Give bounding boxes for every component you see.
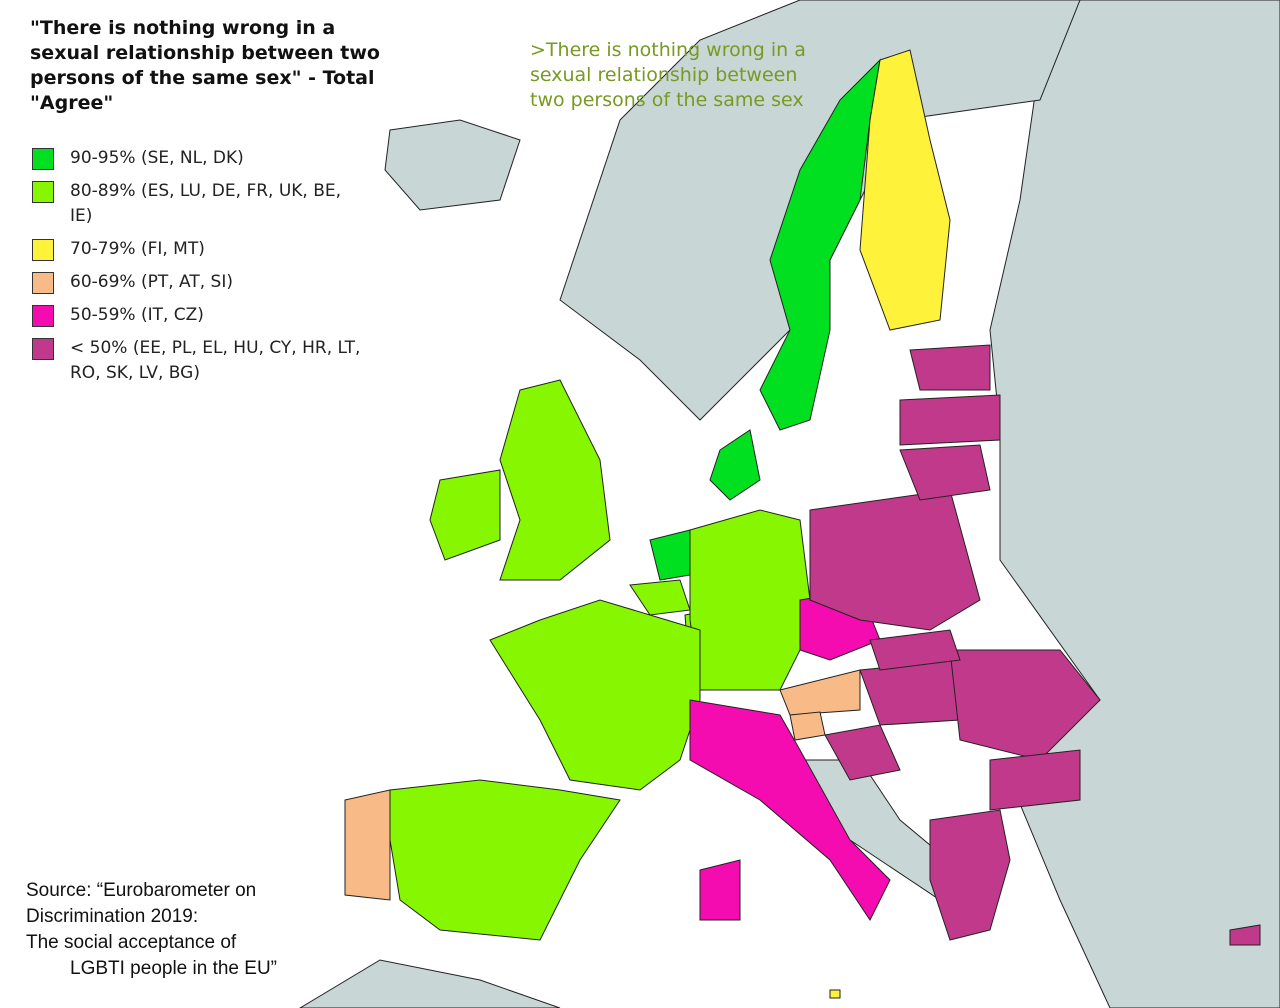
country-fi bbox=[859, 49, 951, 331]
legend: 90-95% (SE, NL, DK) 80-89% (ES, LU, DE, … bbox=[32, 146, 362, 394]
country-cy bbox=[1229, 924, 1261, 946]
country-lt bbox=[899, 444, 991, 501]
country-mt bbox=[829, 989, 841, 999]
country-uk bbox=[499, 379, 611, 581]
country-sk bbox=[869, 629, 961, 671]
legend-swatch bbox=[32, 272, 54, 294]
country-hr bbox=[824, 724, 901, 781]
country-it bbox=[689, 699, 891, 921]
country-ee bbox=[909, 344, 991, 391]
source-line: LGBTI people in the EU” bbox=[70, 958, 277, 979]
country-se bbox=[759, 58, 881, 431]
source-line: Source: “Eurobarometer on Discrimination… bbox=[26, 880, 257, 927]
country-fr bbox=[489, 599, 701, 791]
legend-label: 80-89% (ES, LU, DE, FR, UK, BE, IE) bbox=[70, 181, 342, 226]
legend-swatch bbox=[32, 239, 54, 261]
country-pl bbox=[809, 489, 981, 631]
legend-swatch bbox=[32, 338, 54, 360]
country-nl bbox=[649, 529, 691, 581]
legend-item: 50-59% (IT, CZ) bbox=[32, 303, 362, 328]
country-es bbox=[389, 779, 621, 941]
country-bg bbox=[989, 749, 1081, 811]
legend-swatch bbox=[32, 181, 54, 203]
legend-item: 70-79% (FI, MT) bbox=[32, 237, 362, 262]
legend-item: < 50% (EE, PL, EL, HU, CY, HR, LT, RO, S… bbox=[32, 336, 362, 386]
country-be bbox=[629, 579, 691, 616]
legend-item: 90-95% (SE, NL, DK) bbox=[32, 146, 362, 171]
country-el bbox=[929, 809, 1011, 941]
country-ie bbox=[429, 469, 501, 561]
legend-label: 60-69% (PT, AT, SI) bbox=[70, 272, 233, 292]
legend-swatch bbox=[32, 148, 54, 170]
country-at bbox=[779, 669, 861, 716]
country-lv bbox=[899, 394, 1001, 446]
legend-item: 80-89% (ES, LU, DE, FR, UK, BE, IE) bbox=[32, 179, 362, 229]
map-title: "There is nothing wrong in a sexual rela… bbox=[30, 17, 380, 114]
greentext-quote: >There is nothing wrong in a sexual rela… bbox=[530, 39, 806, 111]
country-dk bbox=[709, 429, 761, 501]
country-de bbox=[689, 509, 811, 691]
source-line: The social acceptance of bbox=[26, 932, 237, 953]
country-pt bbox=[344, 789, 391, 901]
country-hu bbox=[859, 659, 961, 726]
legend-item: 60-69% (PT, AT, SI) bbox=[32, 270, 362, 295]
legend-label: 90-95% (SE, NL, DK) bbox=[70, 148, 244, 168]
source-note: Source: “Eurobarometer on Discrimination… bbox=[26, 878, 326, 982]
legend-swatch bbox=[32, 305, 54, 327]
legend-label: 70-79% (FI, MT) bbox=[70, 239, 205, 259]
country-si bbox=[789, 711, 826, 741]
legend-label: < 50% (EE, PL, EL, HU, CY, HR, LT, RO, S… bbox=[70, 338, 361, 383]
legend-label: 50-59% (IT, CZ) bbox=[70, 305, 204, 325]
country-ro bbox=[949, 649, 1101, 761]
